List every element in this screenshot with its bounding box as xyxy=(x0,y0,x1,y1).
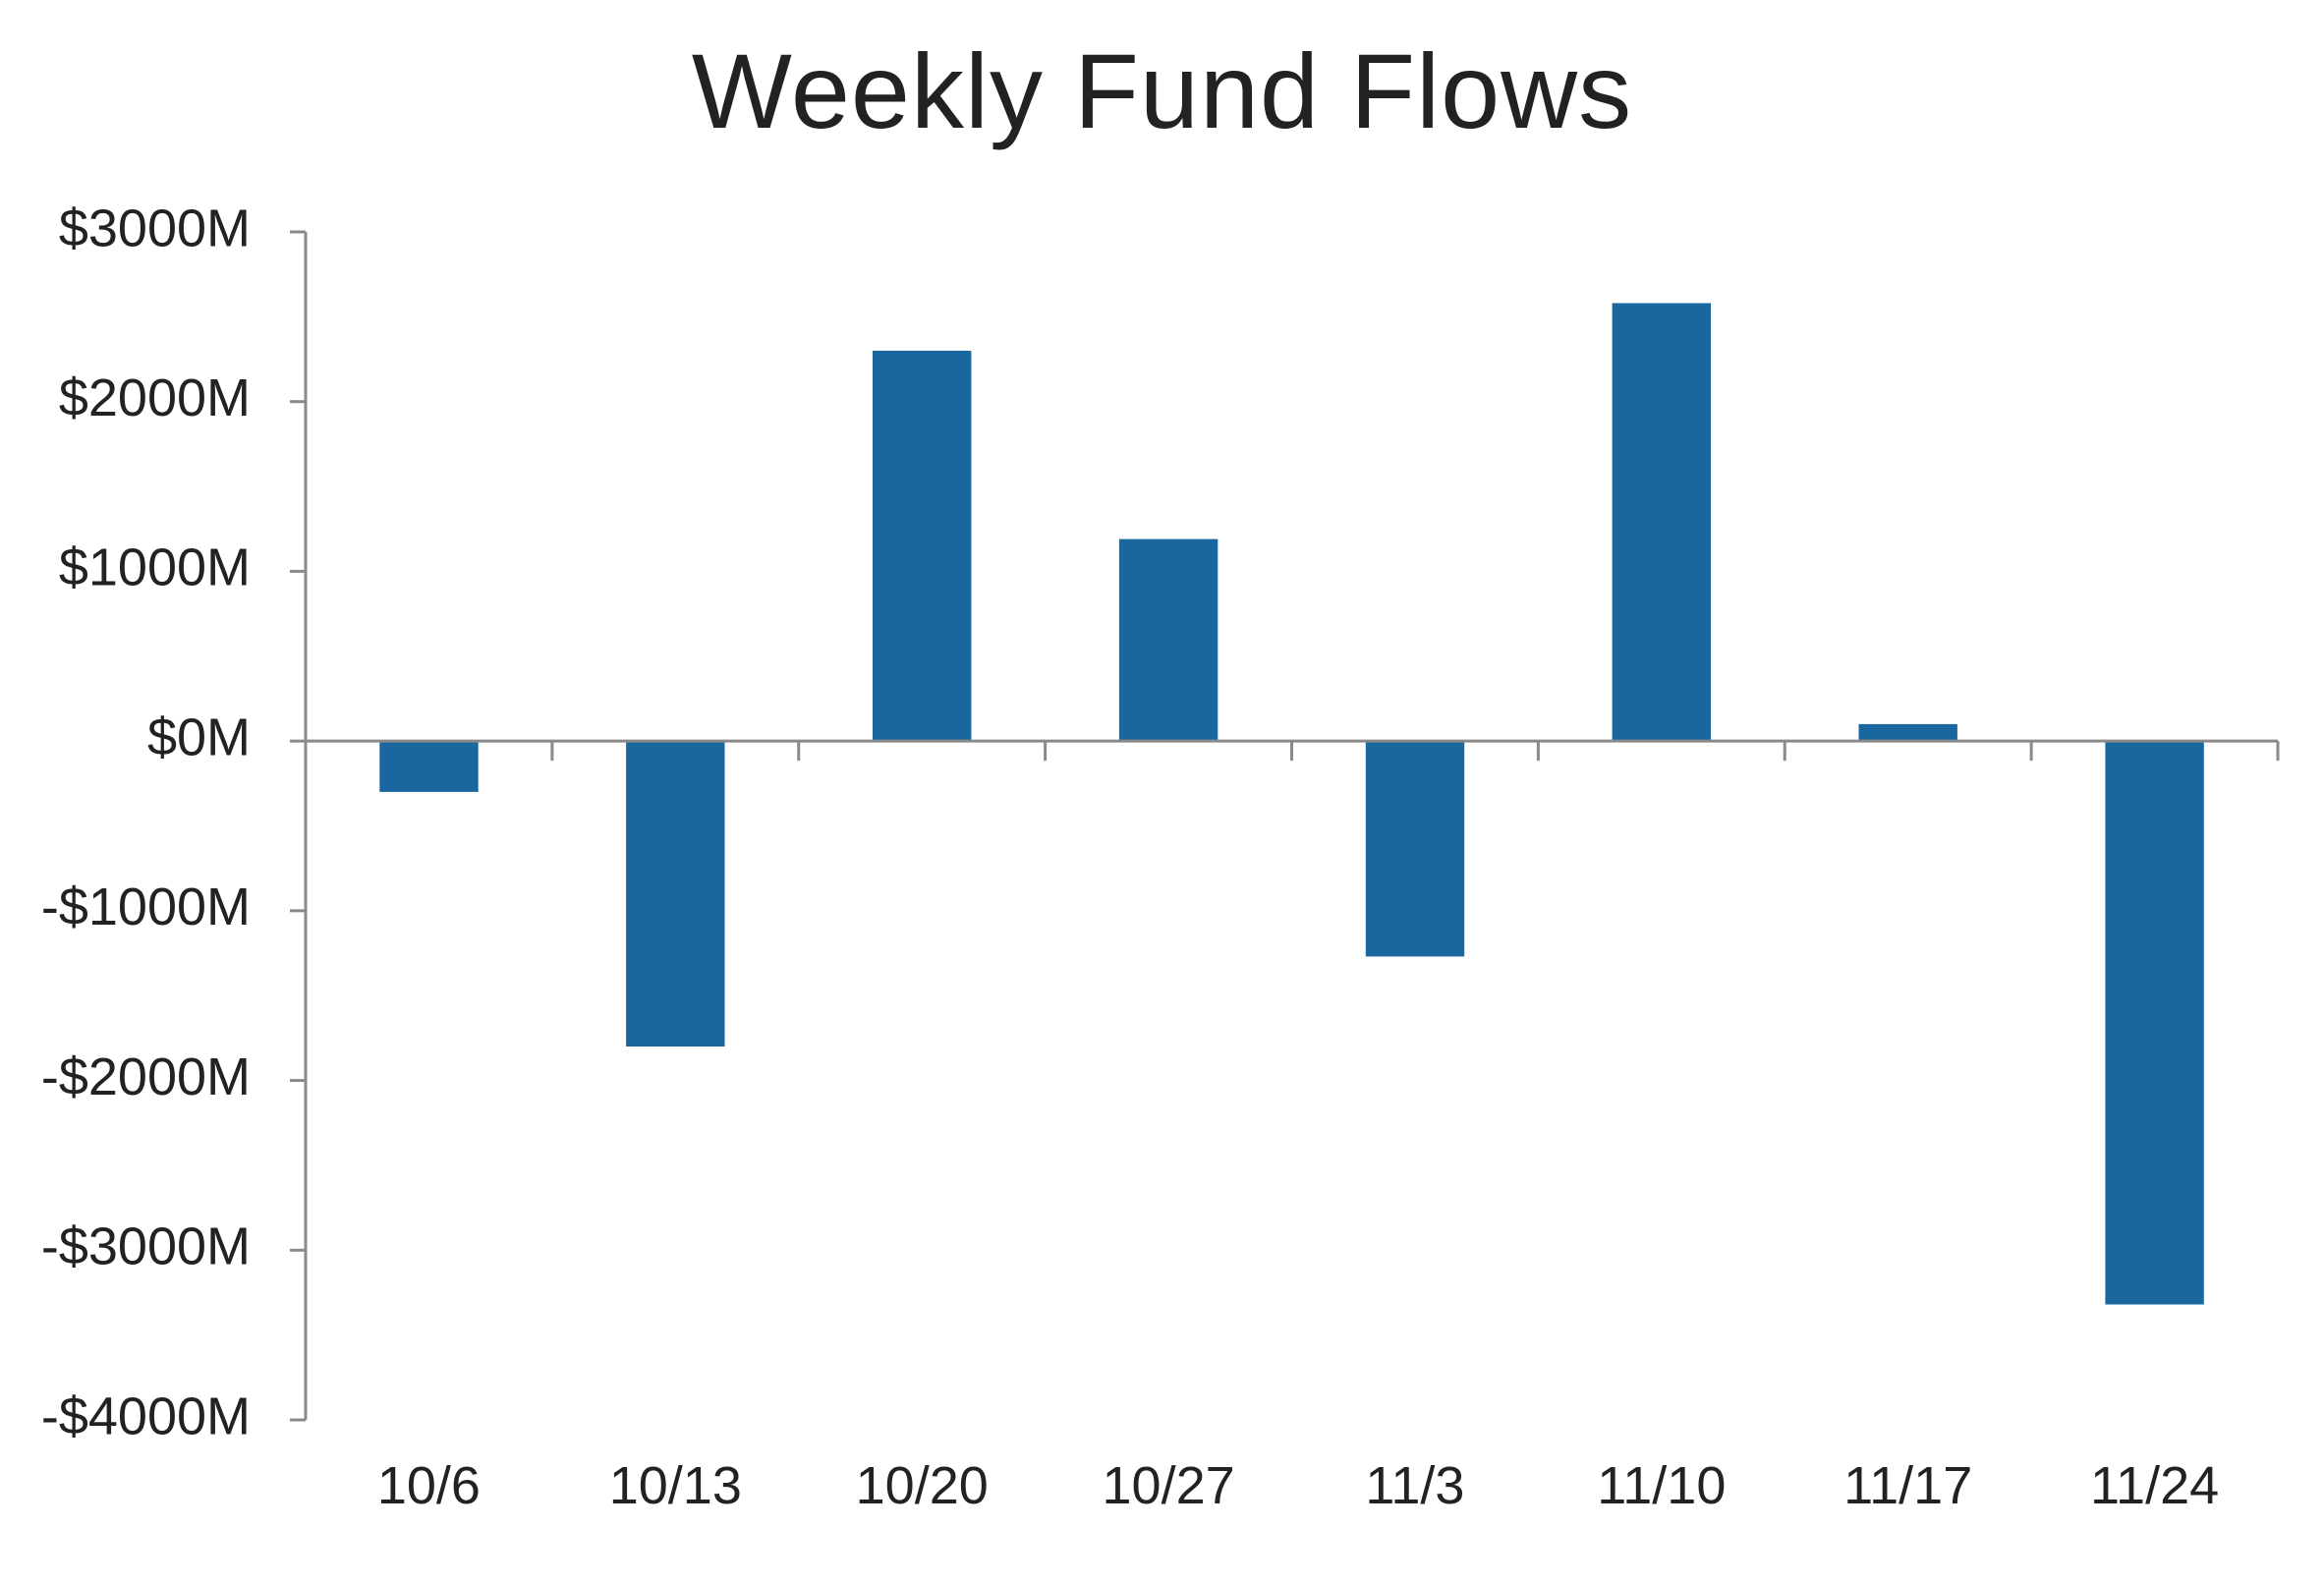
y-tick-label: -$3000M xyxy=(41,1217,251,1276)
x-tick-label: 11/10 xyxy=(1597,1456,1726,1515)
chart-title: Weekly Fund Flows xyxy=(691,31,1633,150)
x-tick-label: 11/3 xyxy=(1365,1456,1464,1515)
y-tick-label: -$4000M xyxy=(41,1387,251,1445)
bar-10-13 xyxy=(626,741,725,1047)
bar-11-17 xyxy=(1858,723,1957,742)
x-tick-label: 10/27 xyxy=(1103,1456,1235,1515)
bar-11-3 xyxy=(1365,741,1465,957)
bar-10-6 xyxy=(379,741,479,792)
y-tick-label: $1000M xyxy=(59,538,251,597)
x-tick-label: 11/24 xyxy=(2090,1456,2219,1515)
y-tick-label: $2000M xyxy=(59,368,251,427)
y-tick-label: -$2000M xyxy=(41,1047,251,1106)
bar-11-10 xyxy=(1612,303,1711,742)
bar-10-20 xyxy=(873,350,972,742)
y-tick-label: $3000M xyxy=(59,198,251,257)
x-tick-label: 10/13 xyxy=(609,1456,742,1515)
y-tick-label: -$1000M xyxy=(41,877,251,936)
x-tick-label: 10/20 xyxy=(856,1456,989,1515)
bar-11-24 xyxy=(2105,741,2204,1305)
x-tick-label: 10/6 xyxy=(377,1456,481,1515)
y-tick-label: $0M xyxy=(147,708,251,766)
x-tick-label: 11/17 xyxy=(1843,1456,1972,1515)
bar-10-27 xyxy=(1118,538,1219,742)
